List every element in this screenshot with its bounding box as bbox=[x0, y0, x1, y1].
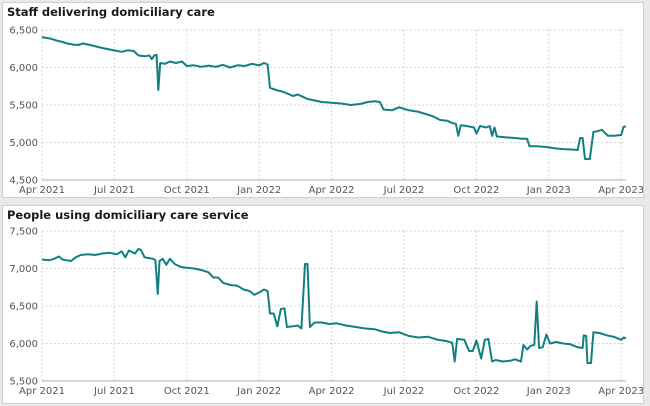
people-x-tick-label: Jul 2022 bbox=[383, 386, 425, 397]
people-x-tick-label: Oct 2021 bbox=[164, 386, 210, 397]
people-x-tick-label: Apr 2021 bbox=[19, 386, 65, 397]
people-series-line bbox=[41, 248, 627, 364]
people-x-tick-label: Apr 2023 bbox=[598, 386, 643, 397]
people-y-tick-label: 7,500 bbox=[9, 227, 38, 238]
people-y-tick-label: 6,500 bbox=[9, 302, 38, 313]
people-chart-title: People using domiciliary care service bbox=[7, 208, 249, 222]
people-chart-plot: 5,500 6,000 6,500 7,000 7,500 Apr 2021 Jul 202… bbox=[9, 227, 643, 398]
staff-x-tick-label: Oct 2022 bbox=[453, 185, 499, 196]
staff-y-tick-label: 6,000 bbox=[9, 63, 38, 74]
people-x-tick-label: Jan 2023 bbox=[526, 386, 571, 397]
staff-y-tick-label: 5,000 bbox=[9, 138, 38, 149]
staff-y-tick-label: 5,500 bbox=[9, 101, 38, 112]
staff-series-line bbox=[41, 36, 627, 160]
people-y-tick-label: 7,000 bbox=[9, 264, 38, 275]
staff-x-tick-label: Jul 2022 bbox=[383, 185, 425, 196]
people-chart-panel: People using domiciliary care service 5,… bbox=[2, 205, 644, 404]
staff-y-tick-label: 6,500 bbox=[9, 26, 38, 37]
staff-y-tick-label: 4,500 bbox=[9, 176, 38, 187]
people-y-tick-label: 5,500 bbox=[9, 377, 38, 388]
staff-x-tick-label: Apr 2021 bbox=[19, 185, 65, 196]
staff-x-tick-label: Apr 2023 bbox=[598, 185, 643, 196]
staff-x-tick-label: Jul 2021 bbox=[93, 185, 135, 196]
people-x-tick-label: Apr 2022 bbox=[309, 386, 355, 397]
staff-x-tick-label: Apr 2022 bbox=[309, 185, 355, 196]
people-y-tick-label: 6,000 bbox=[9, 339, 38, 350]
staff-x-tick-label: Oct 2021 bbox=[164, 185, 210, 196]
people-x-tick-label: Jan 2022 bbox=[236, 386, 281, 397]
staff-chart-panel: Staff delivering domiciliary care 4,500 5… bbox=[2, 2, 644, 198]
staff-x-tick-label: Jan 2022 bbox=[236, 185, 281, 196]
staff-chart-title: Staff delivering domiciliary care bbox=[7, 5, 215, 19]
staff-chart-plot: 4,500 5,000 5,500 6,000 6,500 Apr 2021 Jul 202… bbox=[9, 26, 643, 197]
people-x-tick-label: Oct 2022 bbox=[453, 386, 499, 397]
staff-x-tick-label: Jan 2023 bbox=[526, 185, 571, 196]
people-x-tick-label: Jul 2021 bbox=[93, 386, 135, 397]
